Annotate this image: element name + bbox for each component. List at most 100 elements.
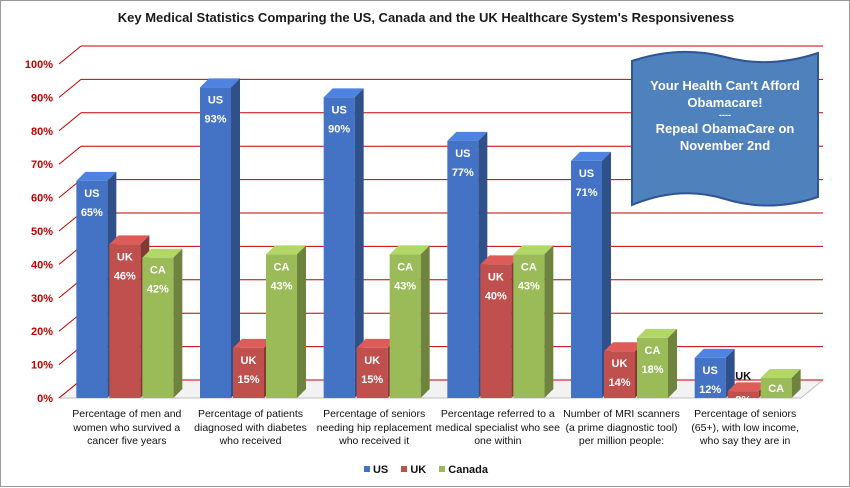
bar-top (233, 338, 273, 348)
bar-top (142, 248, 183, 258)
bar-side (420, 245, 430, 398)
y-tick-label: 0% (37, 393, 53, 405)
callout-line-3: Repeal ObamaCare on (655, 121, 795, 136)
category-label-line: Percentage of seniors (323, 408, 426, 420)
bar-value-label: 65% (81, 207, 103, 219)
bar-value-label: 43% (518, 280, 540, 292)
bar-series-label: CA (645, 345, 661, 357)
bar-top (571, 151, 611, 161)
category-label-line: Number of MRI scanners (563, 408, 680, 420)
category-label: Percentage of seniors needing hip replace… (310, 408, 438, 449)
bar-top (200, 78, 240, 88)
legend: US UK Canada (1, 464, 850, 476)
bar-us (76, 180, 108, 398)
legend-label-us: US (372, 464, 389, 476)
bar-uk (109, 244, 141, 398)
bar-series-label: US (84, 188, 99, 200)
bar-side (173, 248, 183, 398)
bar-value-label: 14% (608, 377, 630, 389)
bar-top (694, 348, 735, 358)
bar-series-label: CA (274, 261, 290, 273)
chart-title: Key Medical Statistics Comparing the US,… (117, 10, 735, 25)
bar-value-label: 6% (768, 399, 784, 411)
legend-label-canada: Canada (448, 464, 489, 476)
bar-value-label: 42% (147, 284, 169, 296)
bar-top (760, 368, 801, 378)
bar-ca (513, 254, 545, 398)
bar-side (231, 78, 240, 398)
category-label: Percentage of patients diagnosed with dia… (187, 408, 315, 449)
y-tick-label: 40% (31, 259, 53, 271)
category-label-line: women who survived a (73, 421, 181, 434)
y-tick-label: 80% (31, 126, 53, 138)
category-label-line: Percentage of seniors (694, 408, 797, 420)
category-label: Percentage of men and women who survived … (63, 408, 191, 449)
bar-top (637, 328, 677, 338)
callout-line-2: Obamacare! (687, 95, 763, 110)
bar-value-label: 43% (394, 280, 416, 292)
category-label-line: diagnosed with diabetes (194, 421, 307, 434)
bar-series-label: US (579, 168, 594, 180)
category-label-line: medical specialist who see (435, 421, 560, 434)
category-label: Percentage referred to a medical speciali… (434, 408, 562, 449)
category-label-line: needing hip replacement (316, 421, 432, 434)
bar-side (791, 368, 801, 398)
legend-item-canada: Canada (439, 464, 488, 476)
bar-uk (356, 347, 388, 398)
bar-value-label: 2% (735, 394, 751, 406)
bar-us (323, 97, 355, 399)
y-tick-label: 50% (31, 226, 53, 238)
bar-ca (760, 377, 792, 398)
bar-series-label: CA (768, 383, 784, 395)
bar-value-label: 90% (328, 123, 350, 135)
legend-item-uk: UK (401, 464, 426, 476)
bar-top (323, 88, 364, 98)
legend-item-us: US (363, 464, 389, 476)
legend-swatch-us (363, 466, 370, 472)
bar-series-label: UK (364, 355, 380, 367)
bar-value-label: 71% (575, 187, 597, 199)
gridline-side (58, 145, 82, 165)
bar-us (694, 357, 726, 398)
bar-top (604, 342, 644, 352)
bar-value-label: 18% (641, 364, 663, 376)
category-label: Percentage of seniors (65+), with low inc… (681, 408, 809, 449)
category-label-line: who received (219, 435, 282, 447)
bar-value-label: 15% (237, 374, 259, 386)
category-label-line: Percentage of patients (197, 408, 304, 420)
bar-top (356, 338, 397, 348)
bar-side (354, 88, 364, 399)
bar-us (200, 87, 231, 398)
bar-value-label: 46% (114, 270, 136, 282)
category-label-line: Percentage referred to a (440, 408, 555, 420)
category-label: Number of MRI scanners (a prime diagnosti… (558, 408, 686, 449)
bar-series-label: US (208, 94, 223, 106)
y-tick-label: 30% (31, 293, 53, 305)
bar-series-label: CA (397, 261, 413, 273)
y-tick-label: 90% (31, 92, 53, 104)
bar-us (571, 160, 602, 398)
bar-side (544, 245, 554, 398)
bar-top (76, 171, 117, 181)
legend-swatch-canada (439, 466, 446, 472)
bar-value-label: 77% (452, 167, 474, 179)
legend-label-uk: UK (410, 464, 427, 476)
bar-uk (233, 347, 264, 398)
bar-series-label: US (332, 104, 347, 116)
bar-top (513, 245, 554, 255)
callout-banner-shape (631, 50, 819, 207)
bar-ca (142, 257, 174, 398)
bar-us (447, 140, 479, 398)
repeal-callout: Your Health Can't Afford Obamacare! ----… (630, 47, 820, 213)
bar-ca (389, 254, 421, 398)
bar-top (480, 255, 521, 265)
bar-value-label: 40% (485, 290, 507, 302)
category-label-line: Percentage of men and (72, 408, 182, 420)
bar-ca (266, 254, 297, 398)
y-tick-label: 100% (25, 59, 53, 71)
category-label-line: (65+), with low income, (691, 421, 799, 434)
gridline-side (58, 112, 82, 132)
bar-top (447, 131, 488, 141)
bar-side (602, 151, 611, 398)
